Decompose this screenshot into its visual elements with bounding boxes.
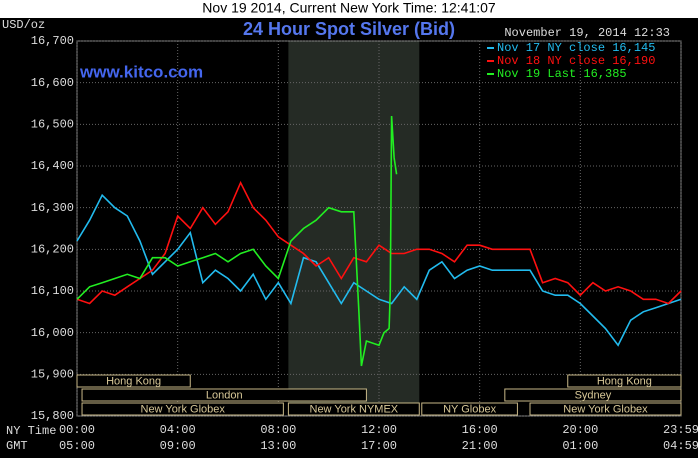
session-label: New York Globex [141, 403, 226, 415]
y-tick-label: 16,200 [31, 243, 74, 257]
x2-tick-label: 17:00 [361, 439, 397, 453]
x2-tick-label: 09:00 [160, 439, 196, 453]
session-label: New York NYMEX [310, 403, 399, 415]
x-tick-label: 08:00 [260, 423, 296, 437]
session-box [421, 402, 518, 416]
series-line [76, 193, 682, 347]
x-tick-label: 16:00 [462, 423, 498, 437]
session-box [287, 402, 420, 416]
header-band [0, 0, 698, 18]
x2-tick-label: 01:00 [562, 439, 598, 453]
series-line [76, 180, 682, 305]
y-tick-label: 16,500 [31, 118, 74, 132]
x-tick-label: 20:00 [562, 423, 598, 437]
x-tick-label: 04:00 [160, 423, 196, 437]
session-label: New York Globex [563, 403, 648, 415]
y-tick-label: 16,300 [31, 201, 74, 215]
y-tick-label: 15,800 [31, 409, 74, 423]
session-box [567, 374, 682, 388]
y-tick-label: 16,700 [31, 34, 74, 48]
y-tick-label: 16,000 [31, 326, 74, 340]
legend-label: Nov 18 NY close 16,190 [497, 54, 655, 68]
session-label: Hong Kong [106, 375, 161, 387]
session-box [81, 402, 284, 416]
x-tick-label: 23:59 [663, 423, 698, 437]
session-box [504, 388, 682, 402]
shaded-range [288, 41, 420, 416]
chart-title: 24 Hour Spot Silver (Bid) [243, 19, 455, 39]
session-box [76, 374, 191, 388]
session-box [529, 402, 682, 416]
legend-label: Nov 17 NY close 16,145 [497, 41, 655, 55]
session-box [81, 388, 367, 402]
session-label: Hong Kong [597, 375, 652, 387]
series-line [76, 115, 398, 367]
x2-label: GMT [6, 439, 28, 453]
session-label: London [206, 389, 243, 401]
legend-label: Nov 19 Last 16,385 [497, 67, 627, 81]
y-tick-label: 16,100 [31, 284, 74, 298]
timestamp: November 19, 2014 12:33 [504, 26, 670, 40]
session-label: NY Globex [443, 403, 496, 415]
x2-tick-label: 05:00 [59, 439, 95, 453]
session-label: Sydney [575, 389, 612, 401]
y-tick-label: 16,600 [31, 76, 74, 90]
x-tick-label: 00:00 [59, 423, 95, 437]
y-tick-label: 15,900 [31, 368, 74, 382]
watermark: www.kitco.com [79, 62, 203, 81]
x-tick-label: 12:00 [361, 423, 397, 437]
y-label: USD/oz [2, 18, 45, 32]
x2-tick-label: 21:00 [462, 439, 498, 453]
x2-tick-label: 13:00 [260, 439, 296, 453]
x-label: NY Time [6, 424, 56, 438]
y-tick-label: 16,400 [31, 159, 74, 173]
x2-tick-label: 04:59 [663, 439, 698, 453]
header: Nov 19 2014, Current New York Time: 12:4… [202, 0, 496, 16]
